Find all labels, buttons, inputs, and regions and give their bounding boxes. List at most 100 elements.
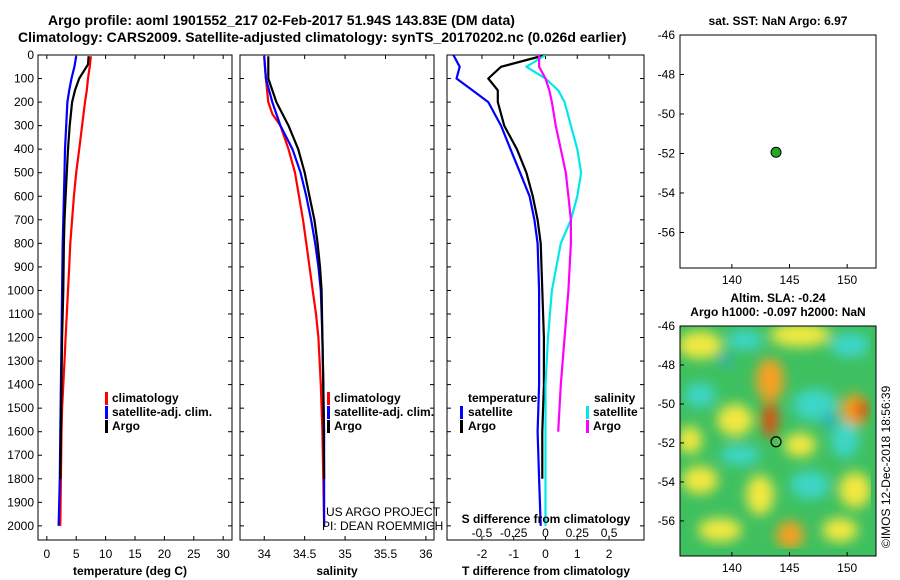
y-tick-label: -56 [658, 514, 676, 528]
y-tick-label: -48 [658, 67, 676, 81]
salinity-panel [239, 54, 435, 541]
y-tick-label: -50 [658, 397, 676, 411]
argo-float-marker [770, 436, 782, 448]
salinity-axes: 34 34.5 35 35.5 36 [240, 54, 434, 561]
sst-map-axes: 140 145 150 -46 -48 -50 -52 -54 -56 [658, 28, 858, 287]
y-tick-label: 1700 [7, 448, 34, 462]
x-tick-label: 145 [780, 273, 800, 287]
legend-argo: Argo [112, 419, 140, 433]
x-tick-label: 20 [158, 547, 172, 561]
y-tick-label: 1200 [7, 331, 34, 345]
x-tick-label: 35 [338, 547, 352, 561]
x-tick-label: 5 [73, 547, 80, 561]
series-line-argo [59, 56, 90, 479]
x-tick-label: 0 [43, 547, 50, 561]
argo-float-marker [770, 146, 782, 158]
pi-annotation: PI: DEAN ROEMMICH [322, 519, 443, 533]
sla-anomaly-patch [793, 389, 837, 421]
difference-lines [452, 53, 583, 526]
legend-swatch-t-satellite [460, 406, 463, 419]
difference-salinity-legend: salinity satellite Argo [586, 391, 638, 433]
sla-anomaly-patch [717, 404, 753, 436]
legend-satellite: satellite-adj. clim. [112, 405, 212, 419]
y-tick-label: -46 [658, 28, 676, 42]
salinity-lines [263, 56, 326, 526]
x-tick-label: 0 [542, 547, 549, 561]
y-tick-label: 1100 [8, 307, 34, 321]
temperature-lines [57, 56, 92, 526]
sla-anomaly-patch [684, 383, 716, 407]
sla-anomaly-patch [756, 358, 784, 402]
y-tick-label: 1800 [7, 472, 34, 486]
y-tick-label: -46 [658, 319, 676, 333]
y-tick-label: -54 [658, 475, 676, 489]
y-tick-label: 700 [14, 213, 34, 227]
sla-anomaly-patch [839, 472, 871, 508]
series-line-climatology [263, 56, 326, 526]
x-tick-label: 140 [722, 561, 742, 575]
x2-tick-label: -0.25 [500, 526, 528, 540]
y-tick-label: 800 [14, 236, 34, 250]
salinity-xlabel: salinity [316, 564, 358, 578]
sla-map-axes: 140 145 150 -46 -48 -50 -52 -54 -56 [658, 319, 858, 575]
y-tick-label: 0 [27, 48, 34, 62]
temperature-xlabel: temperature (deg C) [73, 564, 187, 578]
y-tick-label: 1600 [7, 425, 34, 439]
legend-climatology: climatology [112, 391, 179, 405]
project-annotation: US ARGO PROJECT [326, 505, 441, 519]
legend-swatch-argo [327, 420, 330, 433]
series-line-satellite [263, 56, 326, 526]
series-line-t-satellite [452, 54, 542, 526]
y-tick-label: -56 [658, 225, 676, 239]
sla-anomaly-patch [698, 518, 742, 542]
x2-tick-label: 0.25 [566, 526, 590, 540]
legend-swatch-climatology [105, 392, 108, 405]
x2-tick-label: 0.5 [601, 526, 618, 540]
y-tick-label: -54 [658, 186, 676, 200]
x-tick-label: 34 [258, 547, 272, 561]
y-tick-label: 2000 [7, 519, 34, 533]
series-line-argo [267, 56, 326, 479]
series-line-t-argo [487, 53, 546, 479]
y-tick-label: 1000 [7, 283, 34, 297]
difference-axes: -2 -1 0 1 2 -0.5 -0.25 0 0.25 0.5 [447, 54, 644, 561]
legend-t-argo: Argo [468, 419, 496, 433]
sla-heatmap [680, 326, 876, 556]
legend-climatology: climatology [334, 391, 401, 405]
series-line-s-satellite [525, 54, 583, 526]
x-tick-label: 145 [780, 561, 800, 575]
x-tick-label: 35.5 [374, 547, 398, 561]
sla-map-points [770, 436, 782, 448]
y-tick-label: 100 [14, 72, 34, 86]
sla-map-title1: Altim. SLA: -0.24 [730, 291, 826, 305]
x-tick-label: 140 [722, 273, 742, 287]
sla-anomaly-patch [855, 400, 869, 420]
y-tick-label: 500 [14, 166, 34, 180]
legend-swatch-s-satellite [586, 406, 589, 419]
y-tick-label: -50 [658, 107, 676, 121]
sla-anomaly-patch [762, 402, 778, 438]
difference-xlabel: T difference from climatology [462, 564, 630, 578]
x-tick-label: 2 [606, 547, 613, 561]
legend-swatch-climatology [327, 392, 330, 405]
sla-map-frame [679, 325, 877, 557]
legend-swatch-satellite [327, 406, 330, 419]
y-tick-label: 400 [14, 142, 34, 156]
figure-title-line2: Climatology: CARS2009. Satellite-adjuste… [18, 29, 626, 45]
y-tick-label: 600 [14, 189, 34, 203]
x-tick-label: -2 [477, 547, 488, 561]
sla-anomaly-patch [727, 330, 763, 350]
y-tick-label: -52 [658, 436, 676, 450]
sla-anomaly-patch [682, 466, 718, 494]
sla-anomaly-field [680, 326, 871, 549]
x-tick-label: 150 [837, 273, 857, 287]
salinity-legend: climatology satellite-adj. clim. Argo US… [322, 391, 443, 533]
y-tick-label: 1500 [7, 401, 34, 415]
y-tick-label: -52 [658, 146, 676, 160]
series-line-climatology [59, 56, 92, 526]
sla-anomaly-patch [822, 412, 838, 428]
y-tick-label: 200 [14, 95, 34, 109]
sla-anomaly-patch [831, 422, 859, 458]
x-tick-label: 10 [99, 547, 113, 561]
